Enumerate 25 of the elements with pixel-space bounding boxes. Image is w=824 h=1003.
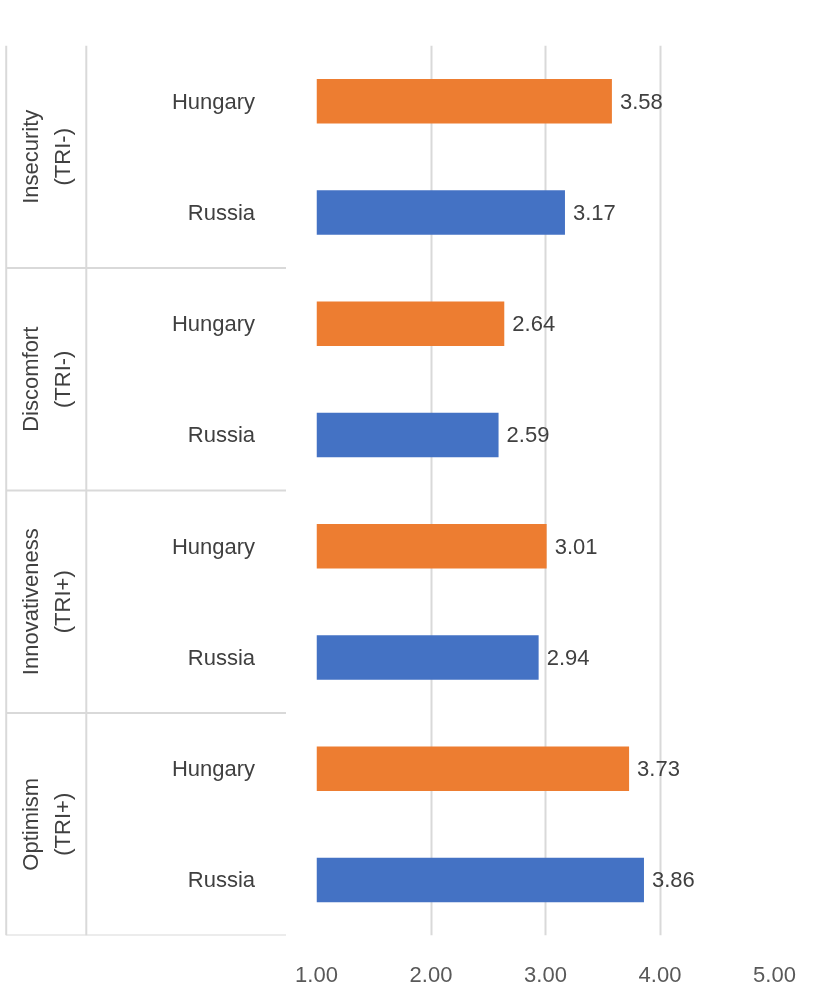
data-label: 3.73 [637, 756, 680, 782]
x-tick-label: 3.00 [524, 961, 567, 987]
x-tick-label: 5.00 [753, 961, 796, 987]
y-tick-label: Russia [187, 867, 256, 893]
y-tick-label: Hungary [171, 756, 256, 782]
y-tick-label: Hungary [171, 88, 256, 114]
text: Insecurity (TRI-) [17, 109, 76, 204]
data-label: 2.94 [546, 644, 590, 670]
data-label: 2.64 [512, 311, 556, 337]
x-tick-label: 2.00 [409, 961, 453, 987]
y-tick-label: Hungary [171, 311, 256, 337]
text: Innovativeness (TRI+) [17, 528, 76, 676]
x-tick-label: 1.00 [295, 961, 338, 987]
text: Optimism (TRI+) [17, 777, 76, 871]
y-tick-label: Russia [187, 644, 256, 670]
y-tick-label: Russia [187, 199, 256, 225]
y-tick-label: Russia [187, 422, 256, 448]
data-label: 3.58 [619, 88, 663, 114]
data-label: 3.86 [651, 867, 695, 893]
x-tick-label: 4.00 [638, 961, 682, 987]
y-tick-label: Hungary [171, 533, 256, 559]
text: Discomfort (TRI-) [17, 326, 76, 432]
data-label: 3.17 [572, 199, 616, 225]
data-label: 3.01 [554, 533, 598, 559]
data-label: 2.59 [506, 422, 550, 448]
